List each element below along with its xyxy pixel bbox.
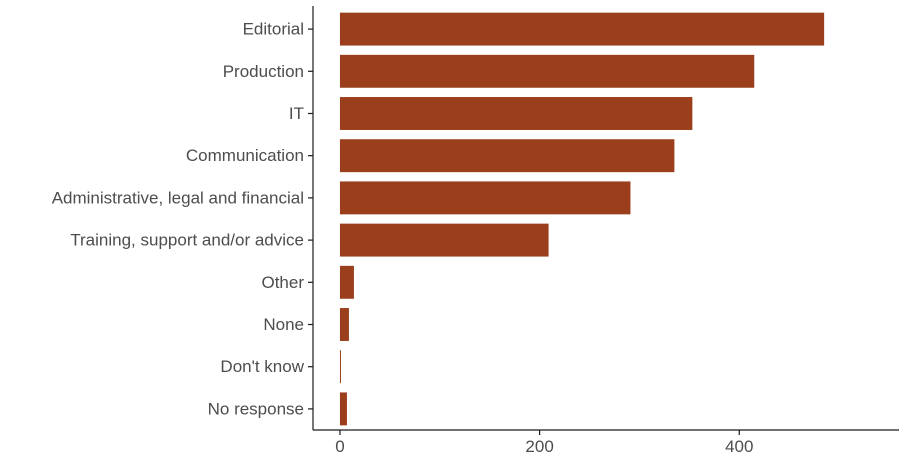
bars (339, 12, 825, 426)
bar-none (339, 308, 349, 341)
bar-other (339, 265, 354, 299)
x-tick-label: 0 (335, 437, 344, 456)
category-labels: Editorial Production IT Communication Admini… (52, 20, 305, 419)
bar-training-support-and-or-advice (339, 223, 549, 257)
x-tick-label: 200 (525, 437, 553, 456)
category-label: Administrative, legal and financial (52, 188, 304, 207)
x-tick-label: 400 (725, 437, 753, 456)
bar-don-t-know (339, 350, 341, 384)
category-label: Editorial (243, 20, 304, 39)
category-label: Training, support and/or advice (70, 231, 304, 250)
bar-administrative-legal-and-financial (339, 181, 631, 215)
bar-no-response (339, 392, 347, 426)
bar-editorial (339, 12, 825, 46)
category-label: Other (261, 273, 304, 292)
y-ticks (308, 28, 313, 410)
category-label: Communication (186, 146, 304, 165)
category-label: Don't know (220, 357, 304, 376)
category-label: No response (208, 399, 304, 418)
category-label: IT (289, 104, 304, 123)
x-ticks: 0 200 400 (335, 430, 753, 456)
category-label: Production (223, 62, 304, 81)
category-label: None (263, 315, 304, 334)
bar-it (339, 97, 693, 130)
bar-production (339, 54, 755, 88)
bar-communication (339, 139, 675, 173)
